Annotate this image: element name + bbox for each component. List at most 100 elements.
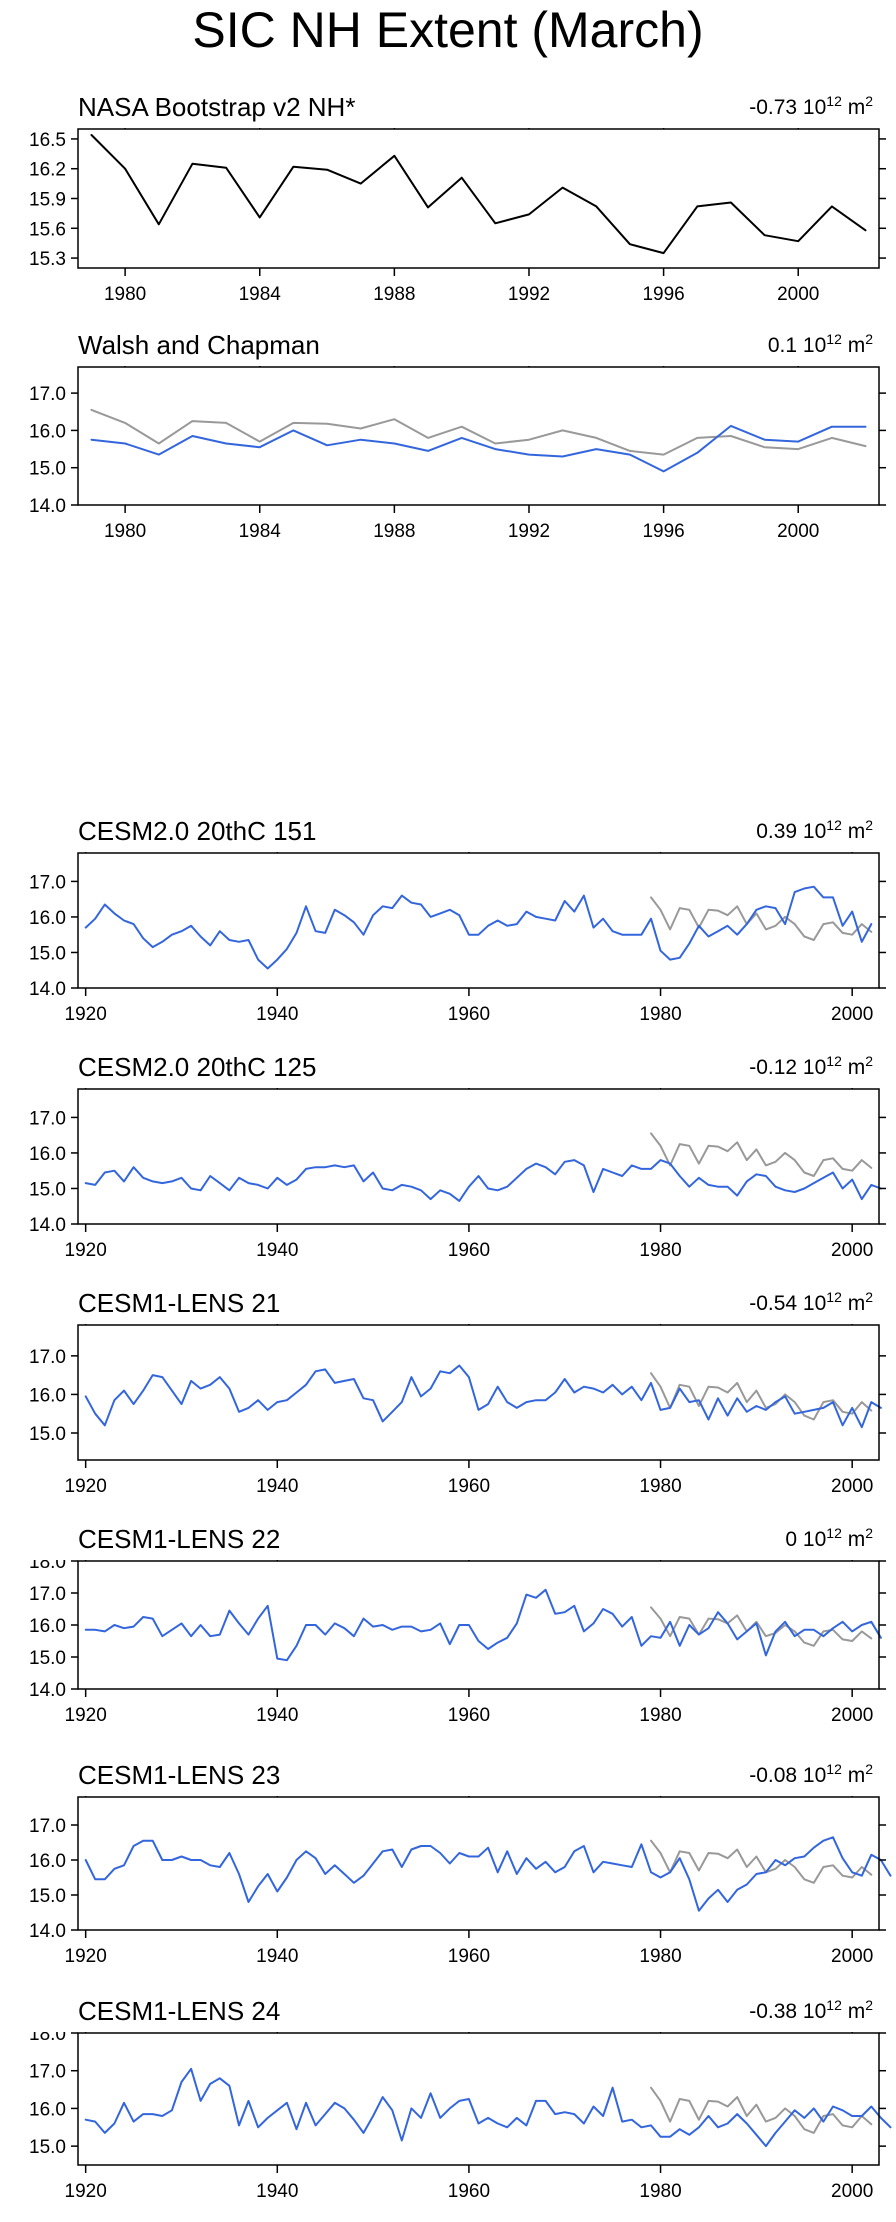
series-line-nasa-bootstrap — [90, 134, 867, 255]
x-tick-label: 1980 — [639, 1705, 681, 1726]
series-line-observations — [650, 1132, 873, 1177]
x-tick-label: 1960 — [448, 1705, 490, 1726]
x-tick-label: 1920 — [65, 1946, 107, 1967]
trend-label: -0.08 1012 m2 — [749, 1761, 873, 1791]
trend-base: 10 — [802, 96, 827, 119]
series-line-observations — [90, 408, 867, 456]
panel-title: NASA Bootstrap v2 NH* — [78, 92, 356, 122]
x-tick-label: 1980 — [639, 1240, 681, 1261]
trend-value: 0.1 — [767, 334, 798, 357]
x-tick-label: 1996 — [642, 284, 684, 305]
x-tick-label: 1920 — [65, 1705, 107, 1726]
x-tick-label: 1960 — [448, 1946, 490, 1967]
series-line-model — [84, 2067, 892, 2148]
y-tick-label: 16.0 — [29, 2099, 66, 2120]
trend-value: -0.73 — [749, 96, 798, 119]
series-line-observations — [650, 1839, 873, 1884]
y-tick-label: 17.0 — [29, 872, 66, 893]
y-tick-label: 15.6 — [29, 219, 66, 240]
x-tick-label: 1940 — [256, 1240, 298, 1261]
plot-frame — [77, 852, 880, 989]
y-tick-label: 16.0 — [29, 1851, 66, 1872]
plot-frame — [77, 2032, 880, 2166]
trend-unit: m — [847, 2000, 866, 2023]
trend-unit: m — [847, 1528, 866, 1551]
y-tick-label: 16.5 — [29, 130, 66, 151]
trend-unit-exponent: 2 — [865, 1997, 873, 2013]
y-tick-label: 17.0 — [29, 1108, 66, 1129]
trend-unit: m — [847, 1764, 866, 1787]
series-line-model — [84, 1836, 892, 1912]
trend-base: 10 — [802, 1764, 827, 1787]
series-line-model — [84, 885, 873, 970]
trend-exponent: 12 — [826, 1997, 842, 2013]
trend-label: -0.73 1012 m2 — [749, 93, 873, 123]
trend-base: 10 — [802, 334, 827, 357]
y-tick-label: 16.0 — [29, 421, 66, 442]
y-tick-label: 18.0 — [29, 1560, 66, 1573]
y-tick-label: 14.0 — [29, 1680, 66, 1701]
y-tick-label: 18.0 — [29, 2032, 66, 2045]
trend-unit: m — [847, 96, 866, 119]
trend-label: 0.1 1012 m2 — [767, 331, 873, 361]
trend-base: 10 — [802, 820, 827, 843]
chart-nasa-bootstrap: 15.3 15.6 15.9 16.2 16.5 1980 1984 1988 1992 1996… — [29, 128, 886, 305]
y-tick-label: 17.0 — [29, 1347, 66, 1368]
trend-exponent: 12 — [826, 331, 842, 347]
x-tick-label: 1960 — [448, 1240, 490, 1261]
series-line-observations — [650, 1606, 873, 1647]
chart-cesm2-151: 14.0 15.0 16.0 17.0 1920 1940 1960 1980 2000 — [29, 852, 886, 1025]
y-tick-label: 17.0 — [29, 1816, 66, 1837]
trend-value: -0.38 — [749, 2000, 798, 2023]
x-tick-label: 1980 — [104, 284, 146, 305]
trend-exponent: 12 — [826, 1053, 842, 1069]
plot-frame — [77, 1088, 880, 1225]
chart-cesm1-lens-22: 14.0 15.0 16.0 17.0 18.0 1920 1940 1960 1980 2000 — [29, 1560, 886, 1726]
trend-base: 10 — [802, 2000, 827, 2023]
y-tick-label: 15.0 — [29, 1886, 66, 1907]
y-tick-label: 15.0 — [29, 1179, 66, 1200]
trend-unit: m — [847, 820, 866, 843]
chart-cesm1-lens-21: 15.0 16.0 17.0 1920 1940 1960 1980 2000 — [29, 1324, 886, 1497]
y-tick-label: 15.0 — [29, 1648, 66, 1669]
y-tick-label: 17.0 — [29, 2062, 66, 2083]
x-tick-label: 1980 — [639, 1004, 681, 1025]
plot-frame — [77, 128, 880, 269]
x-tick-label: 2000 — [831, 2181, 873, 2202]
x-tick-label: 1980 — [104, 521, 146, 542]
chart-walsh-chapman: 14.0 15.0 16.0 17.0 1980 1984 1988 1992 1996 2000 — [29, 366, 886, 542]
panel-title: Walsh and Chapman — [78, 330, 320, 360]
trend-unit-exponent: 2 — [865, 1053, 873, 1069]
x-tick-label: 2000 — [777, 521, 819, 542]
x-tick-label: 1980 — [639, 2181, 681, 2202]
x-tick-label: 1940 — [256, 1004, 298, 1025]
x-tick-label: 1940 — [256, 1476, 298, 1497]
y-tick-label: 16.0 — [29, 1144, 66, 1165]
trend-unit-exponent: 2 — [865, 817, 873, 833]
y-tick-label: 15.0 — [29, 1424, 66, 1445]
y-tick-label: 15.3 — [29, 249, 66, 270]
y-tick-label: 16.2 — [29, 160, 66, 181]
y-tick-label: 15.0 — [29, 2137, 66, 2158]
panel-title: CESM2.0 20thC 151 — [78, 816, 317, 846]
series-line-observations — [650, 1372, 873, 1421]
trend-unit: m — [847, 1292, 866, 1315]
x-tick-label: 2000 — [831, 1240, 873, 1261]
panel-title: CESM2.0 20thC 125 — [78, 1052, 317, 1082]
x-tick-label: 1920 — [65, 1004, 107, 1025]
series-line-model — [84, 1159, 882, 1202]
trend-base: 10 — [802, 1292, 827, 1315]
series-line-model — [84, 1364, 882, 1429]
trend-unit-exponent: 2 — [865, 1761, 873, 1777]
trend-value: 0.39 — [756, 820, 798, 843]
x-tick-label: 2000 — [831, 1476, 873, 1497]
y-tick-label: 15.0 — [29, 459, 66, 480]
y-tick-label: 16.0 — [29, 908, 66, 929]
trend-value: 0 — [785, 1528, 798, 1551]
trend-value: -0.08 — [749, 1764, 798, 1787]
x-tick-label: 2000 — [831, 1004, 873, 1025]
trend-exponent: 12 — [826, 817, 842, 833]
trend-value: -0.54 — [749, 1292, 798, 1315]
plot-frame — [77, 1324, 880, 1461]
trend-exponent: 12 — [826, 1761, 842, 1777]
